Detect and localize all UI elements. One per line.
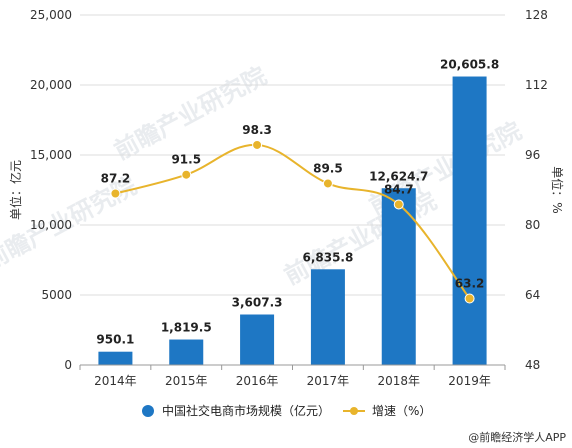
right-tick-label: 48 (525, 358, 540, 372)
line-point (464, 293, 475, 304)
bar (98, 351, 133, 365)
x-tick-label: 2016年 (236, 374, 279, 388)
x-tick-label: 2018年 (377, 374, 420, 388)
line-value-label: 91.5 (171, 153, 201, 167)
left-axis-title: 单位：亿元 (8, 160, 23, 220)
line-point (110, 188, 121, 199)
data-labels: 950.1 1,819.5 3,607.3 6,835.8 12,624.7 20,605… (96, 58, 499, 347)
bar-value-label: 12,624.7 (369, 169, 428, 183)
bar-series (98, 76, 487, 365)
bar-value-label: 1,819.5 (161, 321, 212, 335)
x-tick-label: 2019年 (448, 374, 491, 388)
legend-bar-marker (142, 405, 154, 417)
line-value-label: 98.3 (242, 123, 272, 137)
watermark: 前瞻产业研究院 (280, 187, 441, 291)
right-tick-label: 64 (525, 288, 540, 302)
left-tick-label: 10,000 (30, 218, 72, 232)
legend: 中国社交电商市场规模（亿元） 增速（%） (142, 403, 431, 418)
line-point (181, 169, 192, 180)
right-tick-label: 128 (525, 8, 548, 22)
line-value-label: 89.5 (313, 161, 343, 175)
line-point (393, 199, 404, 210)
watermark: 前瞻产业研究院 (110, 62, 271, 166)
legend-line-dot (350, 407, 358, 415)
bar (169, 339, 204, 365)
left-tick-label: 20,000 (30, 78, 72, 92)
bar (452, 76, 487, 365)
axes: 0 5000 10,000 15,000 20,000 25,000 48 64 80 96 112… (30, 8, 548, 388)
legend-line-label: 增速（%） (372, 404, 431, 418)
bar-value-label: 3,607.3 (232, 295, 283, 309)
x-tick-label: 2015年 (165, 374, 208, 388)
line-series (110, 139, 475, 304)
left-tick-label: 15,000 (30, 148, 72, 162)
bar (381, 188, 416, 365)
line-value-label: 63.2 (455, 277, 485, 291)
bar (240, 314, 275, 365)
left-tick-label: 0 (64, 358, 72, 372)
left-tick-label: 25,000 (30, 8, 72, 22)
bar-value-label: 20,605.8 (440, 58, 499, 72)
x-tick-label: 2014年 (94, 374, 137, 388)
bar (310, 269, 345, 365)
source-credit: @前瞻经济学人APP (468, 430, 566, 444)
line-value-label: 87.2 (101, 172, 131, 186)
line-value-label: 84.7 (384, 182, 414, 196)
x-tick-label: 2017年 (307, 374, 350, 388)
left-tick-label: 5000 (41, 288, 72, 302)
right-tick-label: 112 (525, 78, 548, 92)
gridlines (80, 14, 505, 296)
bar-value-label: 6,835.8 (302, 250, 353, 264)
legend-bar-label: 中国社交电商市场规模（亿元） (162, 403, 330, 418)
line-point (252, 139, 263, 150)
bar-value-label: 950.1 (96, 333, 134, 347)
right-tick-label: 80 (525, 218, 540, 232)
right-tick-label: 96 (525, 148, 540, 162)
right-axis-title: 单位：% (550, 166, 565, 213)
line-point (322, 178, 333, 189)
